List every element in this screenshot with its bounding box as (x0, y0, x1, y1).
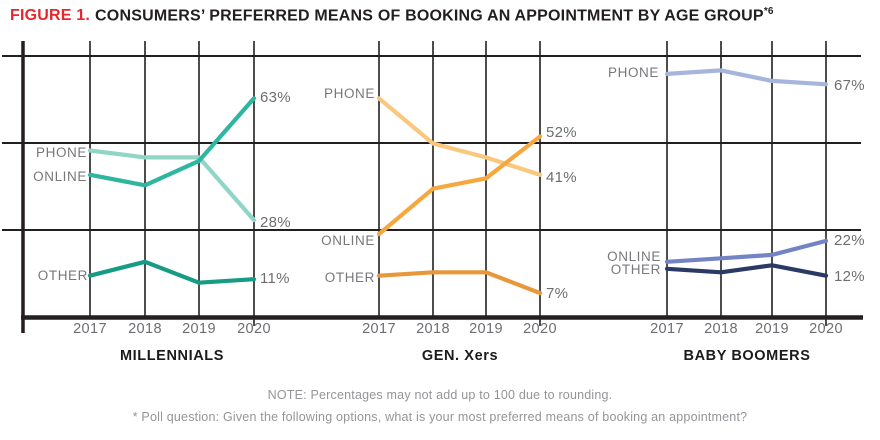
value-label-other-2020: 12% (834, 268, 865, 285)
series-label-phone: PHONE (35, 145, 87, 160)
value-label-phone-2020: 67% (834, 77, 865, 94)
series-layer (87, 68, 829, 296)
series-label-other: OTHER (324, 270, 375, 285)
value-label-other-2020: 7% (546, 285, 569, 302)
series-label-phone: PHONE (323, 86, 375, 101)
series-line-other (87, 259, 257, 285)
series-label-phone: PHONE (607, 65, 659, 80)
grid-layer (2, 41, 863, 333)
value-label-phone-2020: 41% (546, 169, 577, 186)
year-label: 2020 (523, 321, 557, 337)
panel-title-baby-boomers: BABY BOOMERS (683, 348, 811, 364)
panel-title-millennials: MILLENNIALS (119, 348, 225, 364)
year-label: 2019 (469, 321, 503, 337)
line-chart (2, 41, 863, 333)
year-label: 2020 (237, 321, 271, 337)
series-label-online: ONLINE (33, 169, 87, 184)
year-label: 2018 (416, 321, 450, 337)
series-line-phone (664, 68, 829, 87)
series-line-online (376, 134, 543, 237)
series-line-phone (376, 96, 543, 177)
series-line-online (664, 238, 829, 264)
series-line-online (87, 96, 257, 188)
year-label: 2020 (809, 321, 843, 337)
year-label: 2017 (650, 321, 684, 337)
figure-title-text: CONSUMERS’ PREFERRED MEANS OF BOOKING AN… (95, 7, 764, 25)
value-label-online-2020: 63% (260, 89, 291, 106)
series-label-other: OTHER (610, 262, 661, 277)
rounding-note: NOTE: Percentages may not add up to 100 … (267, 388, 613, 402)
series-line-other (376, 270, 543, 296)
figure-number: FIGURE 1. (10, 7, 91, 25)
year-label: 2019 (182, 321, 216, 337)
year-label: 2017 (73, 321, 107, 337)
year-label: 2019 (755, 321, 789, 337)
value-label-online-2020: 22% (834, 232, 865, 249)
value-label-phone-2020: 28% (260, 214, 291, 231)
year-label: 2017 (362, 321, 396, 337)
series-label-online: ONLINE (607, 249, 661, 264)
value-label-other-2020: 11% (260, 270, 290, 287)
year-label: 2018 (128, 321, 162, 337)
series-line-other (664, 263, 829, 278)
value-label-online-2020: 52% (546, 124, 577, 141)
year-label: 2018 (704, 321, 738, 337)
figure-title: FIGURE 1. CONSUMERS’ PREFERRED MEANS OF B… (10, 6, 774, 25)
series-label-online: ONLINE (321, 233, 375, 248)
series-line-phone (87, 148, 257, 223)
poll-question-note: * Poll question: Given the following opt… (132, 410, 748, 424)
panel-title-gen-xers: GEN. Xers (421, 348, 499, 364)
footnote-marker: *6 (763, 6, 774, 17)
series-label-other: OTHER (37, 268, 88, 283)
